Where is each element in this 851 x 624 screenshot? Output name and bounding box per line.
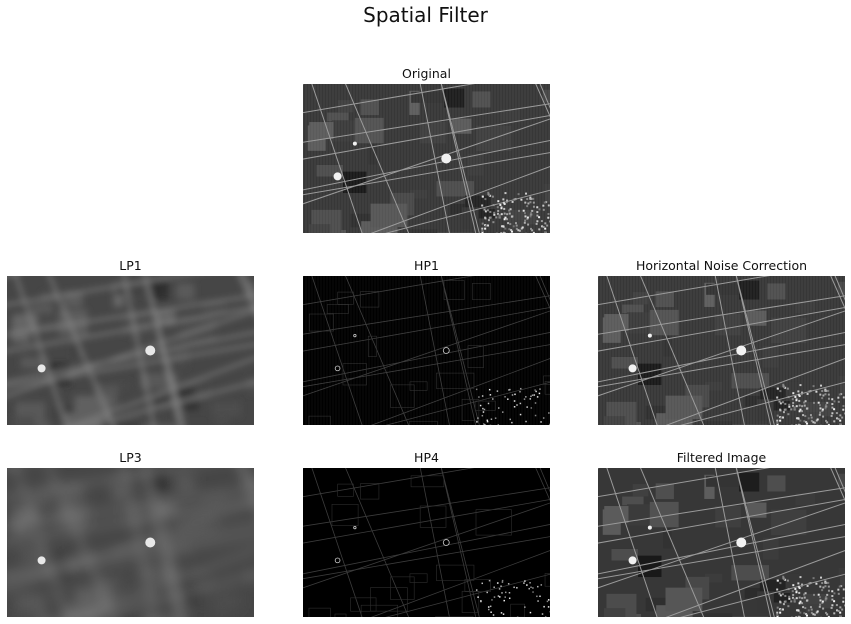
figure-title: Spatial Filter	[0, 3, 851, 27]
panel-hp4: HP4	[303, 450, 550, 617]
panel-lp3: LP3	[7, 450, 254, 617]
panel-title-filtered: Filtered Image	[598, 450, 845, 468]
panel-title-hp1: HP1	[303, 258, 550, 276]
panel-horizontal-noise-correction: Horizontal Noise Correction	[598, 258, 845, 425]
image-hp1	[303, 276, 550, 425]
image-lp1	[7, 276, 254, 425]
panel-title-original: Original	[303, 66, 550, 84]
panel-title-lp3: LP3	[7, 450, 254, 468]
panel-title-hp4: HP4	[303, 450, 550, 468]
panel-original: Original	[303, 66, 550, 233]
panel-title-hnc: Horizontal Noise Correction	[598, 258, 845, 276]
panel-lp1: LP1	[7, 258, 254, 425]
image-lp3	[7, 468, 254, 617]
image-filtered	[598, 468, 845, 617]
image-hp4	[303, 468, 550, 617]
image-hnc	[598, 276, 845, 425]
panel-hp1: HP1	[303, 258, 550, 425]
panel-filtered-image: Filtered Image	[598, 450, 845, 617]
image-original	[303, 84, 550, 233]
panel-title-lp1: LP1	[7, 258, 254, 276]
